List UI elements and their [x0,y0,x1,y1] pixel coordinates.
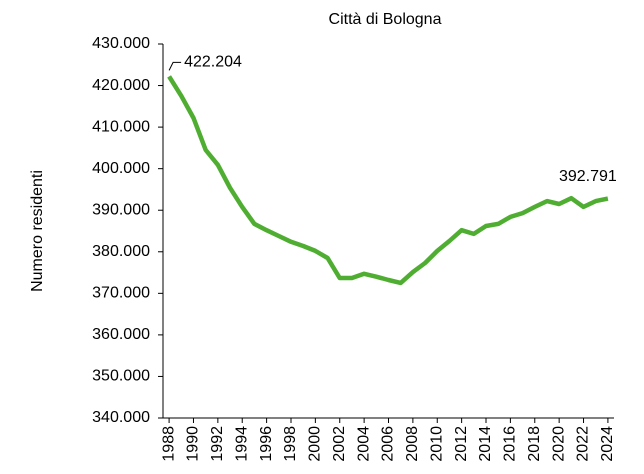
y-axis-label: Numero residenti [29,170,46,292]
y-tick-label: 380.000 [92,243,150,260]
x-tick-label: 2010 [428,426,445,462]
data-label: 392.791 [559,168,617,185]
y-tick-label: 360.000 [92,326,150,343]
x-tick-label: 2016 [502,426,519,462]
x-tick-label: 2000 [307,426,324,462]
x-tick-label: 1992 [209,426,226,462]
y-tick-label: 340.000 [92,409,150,426]
x-tick-label: 2008 [404,426,421,462]
y-tick-label: 410.000 [92,118,150,135]
x-tick-label: 2024 [599,426,616,462]
y-tick-label: 370.000 [92,285,150,302]
x-tick-label: 1988 [160,426,177,462]
x-tick-label: 2022 [575,426,592,462]
x-tick-label: 2012 [453,426,470,462]
y-tick-label: 350.000 [92,368,150,385]
label-leader [168,61,182,71]
x-tick-label: 2006 [380,426,397,462]
x-tick-label: 2020 [550,426,567,462]
y-tick-label: 390.000 [92,201,150,218]
y-tick-label: 400.000 [92,160,150,177]
x-tick-label: 1998 [282,426,299,462]
x-tick-label: 2018 [526,426,543,462]
chart-title: Città di Bologna [329,11,442,28]
x-tick-label: 2004 [355,426,372,462]
data-label: 422.204 [184,54,242,71]
y-tick-label: 430.000 [92,35,150,52]
x-tick-label: 2014 [477,426,494,462]
y-tick-label: 420.000 [92,77,150,94]
x-tick-label: 1994 [233,426,250,462]
x-tick-label: 1990 [185,426,202,462]
data-line [167,75,609,286]
x-tick-label: 2002 [331,426,348,462]
x-tick-label: 1996 [258,426,275,462]
